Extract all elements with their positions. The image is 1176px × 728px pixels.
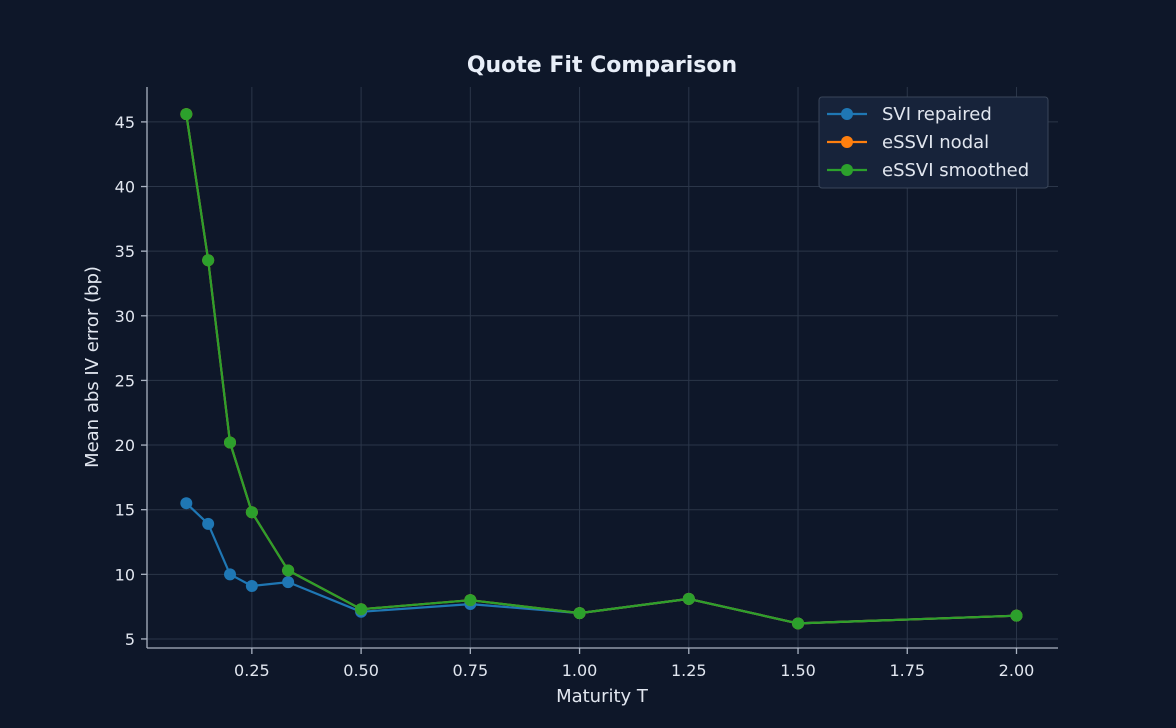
data-point [682,592,695,605]
data-point [224,436,237,449]
x-tick-label: 0.25 [234,661,270,680]
data-point [202,517,215,530]
data-point [224,568,237,581]
legend-label: eSSVI smoothed [882,160,1029,181]
data-point [464,594,477,607]
legend-label: eSSVI nodal [882,132,989,153]
series-line [185,502,1017,625]
x-tick-label: 0.75 [453,661,489,680]
y-tick-label: 35 [115,242,135,261]
legend-marker [841,136,853,148]
x-tick-label: 1.50 [780,661,816,680]
data-point [573,607,586,620]
y-tick-label: 20 [115,436,135,455]
legend-item: eSSVI smoothed [827,160,1029,181]
data-point [1010,609,1023,622]
y-tick-label: 40 [115,178,135,197]
data-point [202,254,215,267]
series-essvi-smoothed [180,108,1023,630]
y-axis-label: Mean abs IV error (bp) [82,266,103,468]
x-tick-label: 0.50 [343,661,379,680]
y-tick-label: 45 [115,113,135,132]
data-point [180,497,193,510]
x-axis-label: Maturity T [556,686,649,707]
y-tick-label: 30 [115,307,135,326]
y-tick-label: 5 [125,630,135,649]
data-point [180,108,193,121]
legend-marker [841,108,853,120]
data-point [245,506,258,519]
data-point [282,564,295,577]
x-tick-label: 1.00 [562,661,598,680]
legend-marker [841,164,853,176]
legend-item: eSSVI nodal [827,132,989,153]
chart-title: Quote Fit Comparison [467,53,737,78]
series-layer [180,108,1023,630]
x-tick-label: 1.25 [671,661,707,680]
series-line [185,113,1017,625]
legend: SVI repaired eSSVI nodal eSSVI smoothed [818,96,1049,189]
series-line [185,113,1017,625]
legend-box [818,96,1049,189]
legend-item: SVI repaired [827,104,992,125]
x-tick-label: 1.75 [889,661,925,680]
y-tick-label: 25 [115,371,135,390]
data-point [282,576,295,589]
legend-label: SVI repaired [882,104,992,125]
data-point [792,617,805,630]
y-tick-label: 10 [115,565,135,584]
y-tick-label: 15 [115,501,135,520]
grid [147,87,1058,648]
x-tick-label: 2.00 [999,661,1035,680]
axes: 0.25 0.50 0.75 1.00 1.25 1.50 1.75 2.00 5 10 15 20 2… [115,87,1058,680]
data-point [355,603,368,616]
data-point [245,579,258,592]
